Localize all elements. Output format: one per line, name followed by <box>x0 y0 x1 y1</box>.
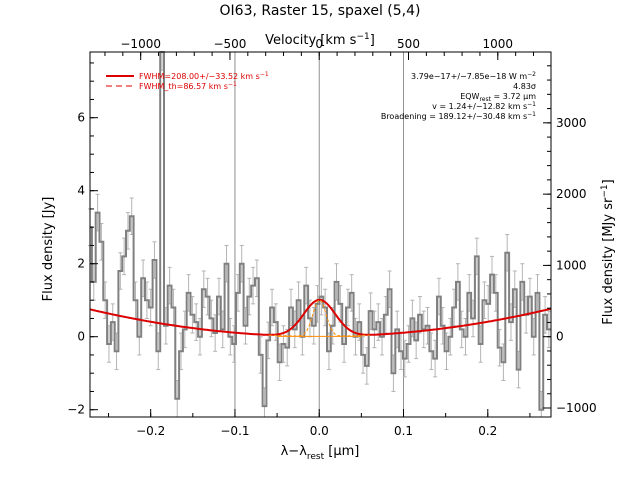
legend-label: FWHM=208.00+/−33.52 km s−1 <box>139 71 269 81</box>
y-tick-label: 6 <box>77 111 85 125</box>
y-axis-label: Flux density [Jy] <box>41 197 56 302</box>
right-tick-label: −1000 <box>556 401 597 415</box>
y-tick-label: 0 <box>77 330 85 344</box>
x-axis-label: λ−λrest [μm] <box>281 444 360 462</box>
right-axis-label: Flux density [MJy sr−1] <box>600 179 616 324</box>
legend: FWHM=208.00+/−33.52 km s−1FWHM_th=86.57 … <box>106 71 269 91</box>
legend-label: FWHM_th=86.57 km s−1 <box>139 81 237 91</box>
right-tick-label: 0 <box>556 330 564 344</box>
top-tick-label: −1000 <box>120 37 161 51</box>
right-tick-label: 2000 <box>556 187 587 201</box>
top-axis-label: Velocity [km s−1] <box>265 32 375 48</box>
top-tick-label: 500 <box>397 37 420 51</box>
y-tick-label: 2 <box>77 257 85 271</box>
top-tick-label: −500 <box>213 37 246 51</box>
chart-title: OI63, Raster 15, spaxel (5,4) <box>220 3 421 19</box>
plot-frame <box>89 51 552 418</box>
x-tick-label: 0.0 <box>310 424 329 438</box>
right-tick-label: 1000 <box>556 258 587 272</box>
annotation: EQWrest = 3.72 μm <box>460 92 536 103</box>
x-tick-label: 0.2 <box>478 424 497 438</box>
annotation: 4.83σ <box>513 82 536 91</box>
x-tick-label: −0.1 <box>220 424 249 438</box>
top-tick-label: 0 <box>315 37 323 51</box>
y-tick-label: 4 <box>77 184 85 198</box>
top-tick-label: 1000 <box>483 37 514 51</box>
axes-group: −0.2 −0.1 0.0 0.1 0.2 −2 0 2 4 6 −1000 −500 0 500 1000… <box>67 37 596 438</box>
x-tick-label: −0.2 <box>136 424 165 438</box>
annotation: Broadening = 189.12+/−30.48 km s−1 <box>381 111 536 121</box>
annotation: 3.79e−17+/−7.85e−18 W m−2 <box>411 71 536 81</box>
fit-line <box>89 298 552 336</box>
y-tick-label: −2 <box>67 403 85 417</box>
series-group <box>89 51 552 411</box>
annotation: v = 1.24+/−12.82 km s−1 <box>432 101 536 111</box>
x-tick-label: 0.1 <box>394 424 413 438</box>
thermal-fit-line <box>268 299 370 337</box>
right-tick-label: 3000 <box>556 116 587 130</box>
